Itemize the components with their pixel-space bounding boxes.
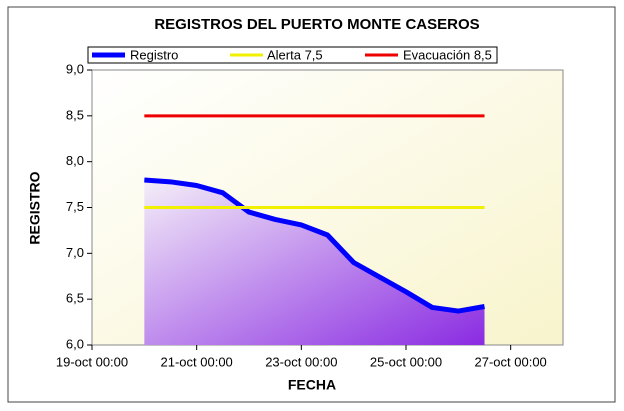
y-tick-label: 6,0 [66,336,84,351]
y-tick-label: 9,0 [66,61,84,76]
y-tick-label: 8,5 [66,107,84,122]
x-tick-label: 21-oct 00:00 [161,354,233,369]
y-axis-label: REGISTRO [27,171,43,244]
y-tick-label: 7,0 [66,245,84,260]
legend-label: Alerta 7,5 [267,47,323,62]
y-tick-label: 8,0 [66,153,84,168]
y-tick-label: 7,5 [66,199,84,214]
x-axis-label: FECHA [288,377,336,393]
chart-title: REGISTROS DEL PUERTO MONTE CASEROS [154,16,479,33]
x-tick-label: 27-oct 00:00 [475,354,547,369]
x-tick-label: 25-oct 00:00 [370,354,442,369]
x-tick-label: 23-oct 00:00 [265,354,337,369]
legend-label: Evacuación 8,5 [403,47,492,62]
legend-label: Registro [130,47,178,62]
legend [87,46,498,64]
area-fill [144,180,485,345]
x-tick-label: 19-oct 00:00 [56,354,128,369]
series-line [144,177,485,314]
y-tick-label: 6,5 [66,291,84,306]
